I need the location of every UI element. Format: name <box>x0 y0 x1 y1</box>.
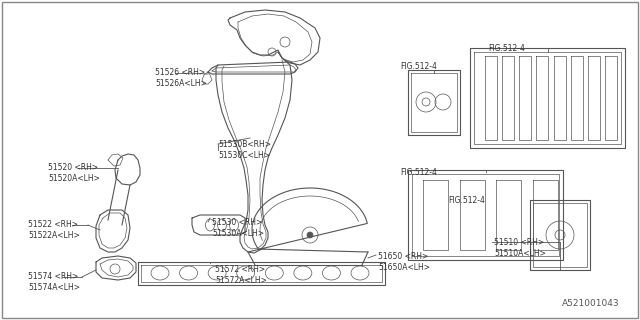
Text: 51530B<RH>: 51530B<RH> <box>218 140 271 149</box>
Text: 51650A<LH>: 51650A<LH> <box>378 263 430 272</box>
Text: 51526A<LH>: 51526A<LH> <box>155 79 207 88</box>
Text: 51510 <RH>: 51510 <RH> <box>494 238 544 247</box>
Text: 51530 <RH>: 51530 <RH> <box>212 218 262 227</box>
Text: 51572A<LH>: 51572A<LH> <box>215 276 267 285</box>
Text: 51574A<LH>: 51574A<LH> <box>28 283 80 292</box>
Text: 51526 <RH>: 51526 <RH> <box>155 68 205 77</box>
Text: FIG.512-4: FIG.512-4 <box>400 62 437 71</box>
Text: FIG.512-4: FIG.512-4 <box>488 44 525 53</box>
Text: FIG.512-4: FIG.512-4 <box>400 168 437 177</box>
Text: 51650 <RH>: 51650 <RH> <box>378 252 428 261</box>
Text: 51530A<LH>: 51530A<LH> <box>212 229 264 238</box>
Text: FIG.512-4: FIG.512-4 <box>448 196 485 205</box>
Text: 51520 <RH>: 51520 <RH> <box>48 163 98 172</box>
Text: 51520A<LH>: 51520A<LH> <box>48 174 100 183</box>
Text: 51522A<LH>: 51522A<LH> <box>28 231 80 240</box>
Circle shape <box>307 232 313 238</box>
Text: 51510A<LH>: 51510A<LH> <box>494 249 546 258</box>
Text: 51522 <RH>: 51522 <RH> <box>28 220 78 229</box>
Text: 51574 <RH>: 51574 <RH> <box>28 272 78 281</box>
Text: A521001043: A521001043 <box>563 299 620 308</box>
Text: 51530C<LH>: 51530C<LH> <box>218 151 270 160</box>
Text: 51572 <RH>: 51572 <RH> <box>215 265 265 274</box>
